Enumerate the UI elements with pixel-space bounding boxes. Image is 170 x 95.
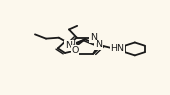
Text: O: O bbox=[71, 46, 79, 55]
Text: N: N bbox=[90, 33, 97, 42]
Text: N: N bbox=[65, 41, 72, 50]
Text: N: N bbox=[68, 40, 75, 49]
Text: HN: HN bbox=[110, 44, 124, 53]
Text: N: N bbox=[95, 40, 102, 49]
